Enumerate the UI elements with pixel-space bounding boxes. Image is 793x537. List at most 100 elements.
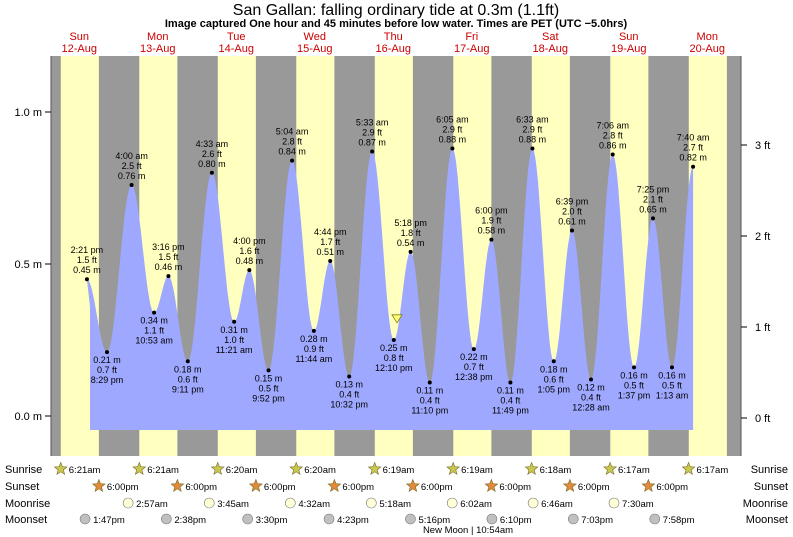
high-tide-time: 6:05 am — [436, 114, 469, 124]
day-date: 20-Aug — [690, 43, 725, 55]
day-name: Fri — [465, 31, 478, 43]
low-tide-feet: 0.7 ft — [97, 365, 118, 375]
low-tide-point — [391, 338, 396, 342]
high-tide-feet: 1.7 ft — [320, 237, 341, 247]
moonrise-time: 5:18am — [379, 499, 411, 510]
astro-row-label-right: Moonset — [746, 514, 788, 526]
high-tide-time: 7:06 am — [596, 121, 629, 131]
low-tide-feet: 1.1 ft — [144, 326, 165, 336]
high-tide-point — [129, 182, 134, 187]
low-tide-time: 9:11 pm — [172, 384, 204, 394]
sunset-time: 6:00pm — [185, 482, 217, 493]
moonrise-time: 6:02am — [460, 499, 492, 510]
low-tide-metres: 0.12 m — [577, 383, 605, 393]
sunrise-icon — [210, 461, 225, 475]
day-name: Sun — [619, 31, 639, 43]
sunrise-time: 6:19am — [461, 465, 493, 476]
sunrise-time: 6:20am — [226, 465, 258, 476]
low-tide-feet: 0.8 ft — [384, 353, 405, 363]
low-tide-metres: 0.16 m — [620, 370, 648, 380]
high-tide-point — [290, 158, 295, 163]
chart-subtitle: Image captured One hour and 45 minutes b… — [165, 18, 628, 30]
high-tide-feet: 2.9 ft — [522, 124, 543, 134]
high-tide-time: 4:44 pm — [314, 227, 347, 237]
low-tide-time: 12:28 am — [572, 403, 610, 413]
low-tide-feet: 0.6 ft — [178, 374, 199, 384]
day-date: 12-Aug — [62, 43, 97, 55]
sunset-time: 6:00pm — [656, 482, 688, 493]
sunrise-icon — [681, 461, 696, 475]
high-tide-feet: 2.9 ft — [362, 128, 383, 138]
sunrise-icon — [132, 461, 147, 475]
high-tide-feet: 2.8 ft — [282, 137, 303, 147]
low-tide-feet: 0.4 ft — [339, 389, 360, 399]
moonrise-icon — [122, 497, 134, 509]
moonset-time: 7:03pm — [581, 515, 613, 526]
high-tide-time: 5:33 am — [356, 118, 389, 128]
high-tide-feet: 2.6 ft — [202, 149, 223, 159]
moonset-time: 2:38pm — [174, 515, 206, 526]
high-tide-feet: 2.7 ft — [683, 143, 704, 153]
new-moon-label: New Moon | 10:54am — [423, 525, 513, 536]
moonset-icon — [323, 513, 335, 525]
high-tide-feet: 1.6 ft — [239, 246, 260, 256]
low-tide-point — [232, 319, 237, 324]
low-tide-metres: 0.11 m — [497, 386, 524, 396]
low-tide-feet: 0.5 ft — [259, 383, 280, 393]
high-tide-metres: 0.61 m — [558, 217, 586, 227]
high-tide-time: 6:33 am — [516, 114, 549, 124]
high-tide-point — [489, 237, 494, 242]
astro-row-label-left: Sunrise — [5, 464, 42, 476]
astro-row-label-right: Sunset — [754, 481, 788, 493]
low-tide-point — [104, 350, 109, 355]
low-tide-point — [266, 368, 271, 373]
low-tide-point — [152, 310, 157, 315]
moonset-time: 1:47pm — [93, 515, 125, 526]
sunset-time: 6:00pm — [264, 482, 296, 493]
day-date: 16-Aug — [376, 43, 411, 55]
high-tide-feet: 2.5 ft — [122, 161, 143, 171]
low-tide-metres: 0.34 m — [140, 316, 168, 326]
high-tide-point — [328, 258, 333, 263]
moonrise-time: 7:30am — [622, 499, 654, 510]
low-tide-time: 12:38 pm — [455, 372, 493, 382]
astro-row-label-right: Moonrise — [743, 498, 788, 510]
low-tide-point — [632, 365, 637, 370]
high-tide-time: 5:04 am — [276, 127, 309, 137]
low-tide-metres: 0.13 m — [335, 379, 363, 389]
day-name: Mon — [147, 31, 168, 43]
low-tide-time: 10:32 pm — [330, 399, 368, 409]
moonset-time: 3:30pm — [256, 515, 288, 526]
sunrise-time: 6:20am — [304, 465, 336, 476]
y-tick-label-metre: 0.0 m — [14, 411, 42, 423]
sunrise-time: 6:21am — [69, 465, 101, 476]
low-tide-feet: 0.4 ft — [500, 396, 521, 406]
low-tide-metres: 0.28 m — [300, 334, 328, 344]
sunrise-time: 6:19am — [383, 465, 415, 476]
moonset-time: 7:58pm — [663, 515, 695, 526]
day-date: 14-Aug — [219, 43, 254, 55]
low-tide-time: 9:52 pm — [252, 393, 285, 403]
daylight-band — [688, 56, 727, 456]
moonrise-icon — [285, 497, 296, 509]
high-tide-metres: 0.76 m — [118, 171, 146, 181]
day-date: 13-Aug — [140, 43, 175, 55]
high-tide-metres: 0.86 m — [599, 141, 627, 151]
moonset-time: 5:16pm — [418, 515, 450, 526]
moonset-icon — [161, 513, 172, 525]
low-tide-time: 11:44 am — [295, 354, 332, 364]
high-tide-time: 6:39 pm — [556, 197, 589, 207]
low-tide-metres: 0.18 m — [174, 364, 202, 374]
y-tick-label-feet: 0 ft — [755, 413, 770, 425]
sunset-icon — [405, 478, 420, 492]
day-name: Wed — [304, 31, 326, 43]
astro-row-label-left: Moonrise — [5, 498, 50, 510]
tide-area — [86, 148, 694, 430]
high-tide-point — [651, 216, 656, 221]
sunrise-time: 6:17am — [697, 465, 729, 476]
day-name: Tue — [227, 31, 246, 43]
high-tide-metres: 0.65 m — [639, 204, 667, 214]
day-date: 18-Aug — [533, 43, 568, 55]
low-tide-metres: 0.31 m — [220, 325, 248, 335]
